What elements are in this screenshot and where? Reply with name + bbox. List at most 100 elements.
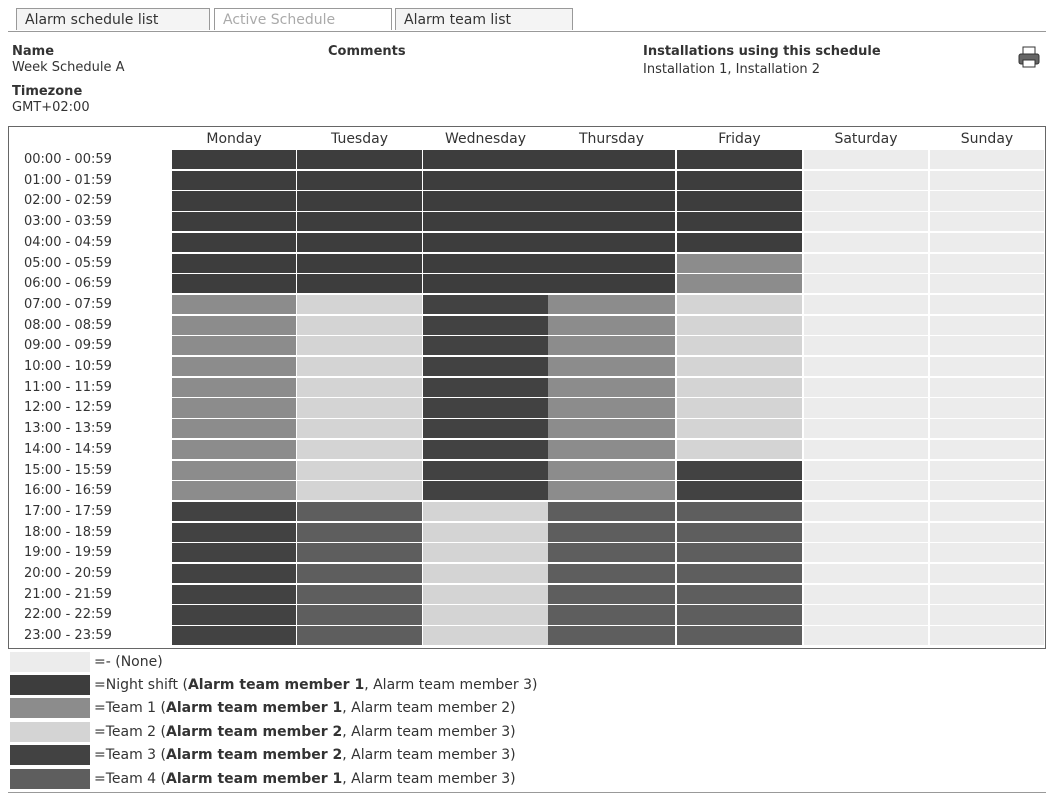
schedule-cell bbox=[930, 419, 1044, 439]
schedule-cell bbox=[548, 501, 675, 522]
legend-part: =Team 2 ( bbox=[94, 724, 167, 740]
schedule-cell bbox=[804, 605, 928, 625]
schedule-cell bbox=[548, 274, 675, 294]
schedule-cell bbox=[930, 315, 1044, 335]
schedule-cell bbox=[297, 274, 422, 294]
schedule-cell bbox=[930, 584, 1044, 604]
schedule-cell bbox=[804, 564, 928, 584]
schedule-cell bbox=[423, 294, 548, 315]
schedule-cell bbox=[548, 357, 675, 377]
schedule-cell bbox=[677, 232, 802, 252]
schedule-cell bbox=[423, 584, 548, 604]
schedule-cell bbox=[423, 191, 548, 211]
schedule-cell bbox=[930, 232, 1044, 252]
schedule-cell bbox=[677, 253, 802, 273]
day-header: Thursday bbox=[578, 131, 645, 147]
day-header: Sunday bbox=[960, 131, 1014, 147]
day-header: Wednesday bbox=[444, 131, 527, 147]
schedule-cell bbox=[548, 605, 675, 625]
legend-text: =Team 3 (Alarm team member 2, Alarm team… bbox=[94, 747, 516, 763]
schedule-cell bbox=[677, 377, 802, 397]
schedule-cell bbox=[804, 274, 928, 294]
schedule-cell bbox=[804, 398, 928, 418]
day-header: Tuesday bbox=[331, 131, 388, 147]
schedule-cell bbox=[804, 584, 928, 604]
schedule-cell bbox=[804, 294, 928, 315]
schedule-cell bbox=[677, 501, 802, 522]
tab[interactable]: Alarm schedule list bbox=[16, 8, 210, 30]
schedule-cell bbox=[804, 481, 928, 501]
schedule-cell bbox=[423, 357, 548, 377]
schedule-cell bbox=[297, 522, 422, 542]
installations-label: Installations using this schedule bbox=[643, 44, 881, 59]
legend-part: , Alarm team member 3) bbox=[342, 771, 516, 787]
schedule-cell bbox=[930, 522, 1044, 542]
schedule-cell bbox=[172, 501, 296, 522]
day-header: Saturday bbox=[834, 131, 898, 147]
schedule-cell bbox=[804, 626, 928, 646]
schedule-cell bbox=[423, 626, 548, 646]
schedule-cell bbox=[677, 419, 802, 439]
schedule-cell bbox=[548, 626, 675, 646]
schedule-cell bbox=[297, 232, 422, 252]
legend-part: , Alarm team member 3) bbox=[364, 677, 538, 693]
schedule-cell bbox=[172, 605, 296, 625]
schedule-cell bbox=[677, 170, 802, 190]
schedule-cell bbox=[677, 522, 802, 542]
schedule-cell bbox=[172, 564, 296, 584]
schedule-cell bbox=[423, 460, 548, 480]
schedule-cell bbox=[804, 150, 928, 170]
time-label: 08:00 - 08:59 bbox=[24, 317, 112, 333]
schedule-cell bbox=[297, 460, 422, 480]
schedule-cell bbox=[677, 605, 802, 625]
schedule-cell bbox=[677, 357, 802, 377]
name-label: Name bbox=[12, 44, 55, 59]
schedule-cell bbox=[172, 232, 296, 252]
schedule-cell bbox=[930, 274, 1044, 294]
schedule-cell bbox=[423, 564, 548, 584]
print-icon[interactable] bbox=[1017, 46, 1041, 68]
schedule-cell bbox=[423, 170, 548, 190]
time-label: 06:00 - 06:59 bbox=[24, 276, 112, 292]
legend-part: =Night shift ( bbox=[94, 677, 188, 693]
tab[interactable]: Active Schedule bbox=[214, 8, 392, 30]
schedule-cell bbox=[172, 398, 296, 418]
schedule-cell bbox=[172, 377, 296, 397]
legend-part: Alarm team member 1 bbox=[187, 677, 365, 693]
schedule-cell bbox=[930, 439, 1044, 459]
schedule-cell bbox=[423, 315, 548, 335]
schedule-cell bbox=[804, 439, 928, 459]
schedule-cell bbox=[930, 460, 1044, 480]
schedule-cell bbox=[297, 150, 422, 170]
schedule-cell bbox=[423, 419, 548, 439]
schedule-cell bbox=[548, 584, 675, 604]
schedule-cell bbox=[677, 543, 802, 563]
schedule-cell bbox=[172, 439, 296, 459]
schedule-cell bbox=[677, 336, 802, 356]
schedule-cell bbox=[423, 522, 548, 542]
schedule-cell bbox=[804, 377, 928, 397]
schedule-cell bbox=[297, 191, 422, 211]
schedule-cell bbox=[548, 336, 675, 356]
schedule-cell bbox=[548, 398, 675, 418]
schedule-cell bbox=[172, 212, 296, 232]
schedule-cell bbox=[172, 626, 296, 646]
schedule-cell bbox=[548, 212, 675, 232]
schedule-cell bbox=[172, 274, 296, 294]
schedule-cell bbox=[172, 170, 296, 190]
time-label: 09:00 - 09:59 bbox=[24, 338, 112, 354]
schedule-cell bbox=[297, 626, 422, 646]
schedule-cell bbox=[930, 377, 1044, 397]
schedule-cell bbox=[804, 501, 928, 522]
tab[interactable]: Alarm team list bbox=[395, 8, 573, 30]
schedule-cell bbox=[423, 232, 548, 252]
schedule-cell bbox=[423, 398, 548, 418]
legend-swatch bbox=[10, 722, 90, 742]
schedule-cell bbox=[804, 543, 928, 563]
schedule-cell bbox=[297, 501, 422, 522]
comments-label: Comments bbox=[328, 44, 406, 59]
legend-part: =Team 3 ( bbox=[94, 747, 167, 763]
schedule-cell bbox=[677, 564, 802, 584]
time-label: 11:00 - 11:59 bbox=[24, 379, 112, 395]
